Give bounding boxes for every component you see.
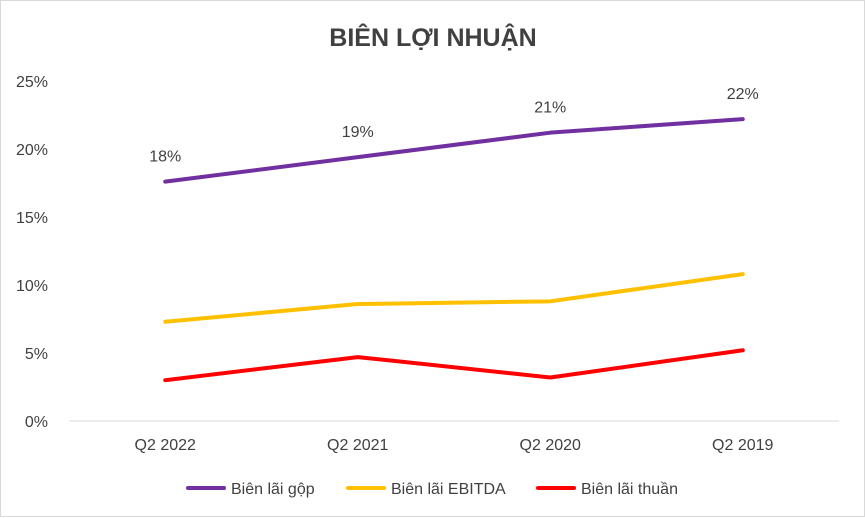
x-tick-label: Q2 2020 <box>520 437 581 454</box>
series-line-1 <box>163 117 745 184</box>
y-tick-label: 5% <box>25 346 48 363</box>
series-line-3 <box>163 348 745 383</box>
data-label: 19% <box>342 124 374 141</box>
data-label: 22% <box>727 86 759 103</box>
data-labels: 18% 19% 21% 22% <box>149 86 759 166</box>
legend: Biên lãi gộp Biên lãi EBITDA Biên lãi thuầ… <box>186 481 678 498</box>
legend-label: Biên lãi thuần <box>581 481 678 498</box>
x-axis-ticks: Q2 2022 Q2 2021 Q2 2020 Q2 2019 <box>135 437 774 454</box>
x-tick-label: Q2 2021 <box>327 437 388 454</box>
y-tick-label: 0% <box>25 414 48 431</box>
data-label: 21% <box>534 100 566 117</box>
y-axis-ticks: 0% 5% 10% 15% 20% 25% <box>16 74 48 431</box>
legend-label: Biên lãi EBITDA <box>391 481 506 498</box>
y-tick-label: 20% <box>16 142 48 159</box>
chart-title: BIÊN LỢI NHUẬN <box>329 22 536 52</box>
y-tick-label: 10% <box>16 278 48 295</box>
x-tick-label: Q2 2019 <box>712 437 773 454</box>
data-label: 18% <box>149 149 181 166</box>
legend-label: Biên lãi gộp <box>231 481 315 498</box>
series-line-2 <box>163 272 745 324</box>
y-tick-label: 15% <box>16 210 48 227</box>
series-lines <box>163 117 745 383</box>
x-tick-label: Q2 2022 <box>135 437 196 454</box>
y-tick-label: 25% <box>16 74 48 91</box>
